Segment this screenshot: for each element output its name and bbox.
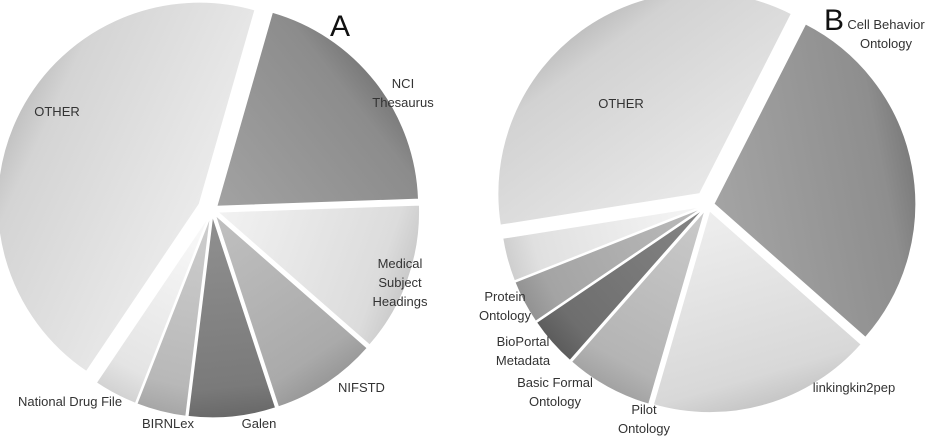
pie-a-label-other: OTHER [34, 104, 80, 119]
pie-b-slice-pilot-ontology [570, 209, 706, 405]
pie-a-slice-other [0, 1, 256, 373]
pie-chart-b: Cell Behavior Ontology linkingkin2pep Pilot… [479, 0, 925, 436]
pie-chart-a: NCI Thesaurus Medical Subject Headings NIFSTD… [0, 1, 434, 431]
pie-a-label-birnlex: BIRNLex [142, 416, 195, 431]
pie-a-slice-galen [187, 215, 277, 419]
pie-b-slice-other [497, 0, 793, 226]
pie-b-label-linkingkin2pep: linkingkin2pep [813, 380, 895, 395]
pie-b-slice-protein-ontology [502, 205, 703, 282]
pie-a-slice-nci-thesaurus [215, 11, 420, 207]
pie-b-label-pilot-ontology: Pilot Ontology [618, 402, 671, 436]
pie-b-label-cell-behavior-ontology: Cell Behavior Ontology [847, 17, 925, 51]
pie-b-slice-basic-formal-ontology [535, 208, 704, 362]
pie-a-slice-national-drug-file [95, 214, 210, 405]
pie-a-slice-nifstd [214, 213, 369, 408]
pie-b-label-other: OTHER [598, 96, 644, 111]
pie-a-label-nci-thesaurus: NCI Thesaurus [372, 76, 434, 110]
pie-b-label-basic-formal-ontology: Basic Formal Ontology [517, 375, 593, 409]
pie-a-label-medical-subject-headings: Medical Subject Headings [373, 256, 428, 309]
pie-b-label-protein-ontology: Protein Ontology [479, 289, 532, 323]
pie-a-title: A [330, 10, 350, 43]
pie-a-slice-medical-subject-headings [216, 204, 421, 346]
pie-a-label-national-drug-file: National Drug File [18, 394, 122, 409]
pie-b-slice-bioportal-metadata [514, 207, 704, 323]
pie-b-label-bioportal-metadata: BioPortal Metadata [496, 334, 551, 368]
pie-b-slice-cell-behavior-ontology [713, 23, 917, 339]
pie-a-label-galen: Galen [242, 416, 277, 431]
pie-a-slice-birnlex [136, 215, 212, 417]
pie-b-slice-linkingkin2pep [652, 209, 863, 414]
pie-b-title: B [824, 4, 844, 37]
pie-a-label-nifstd: NIFSTD [338, 380, 385, 395]
